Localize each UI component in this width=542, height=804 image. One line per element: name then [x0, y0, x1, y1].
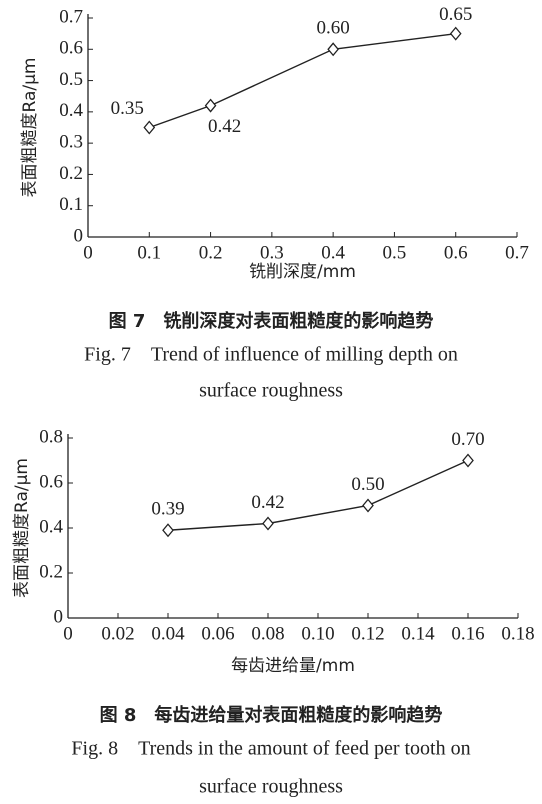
- x-tick-label: 0.3: [260, 242, 284, 263]
- caption-en: surface roughness: [199, 776, 343, 798]
- y-tick-label: 0.7: [59, 6, 83, 27]
- value-label: 0.42: [208, 116, 241, 137]
- x-tick-label: 0.04: [151, 623, 185, 644]
- y-tick-label: 0.2: [59, 163, 83, 184]
- caption-cn: 图 7 铣削深度对表面粗糙度的影响趋势: [109, 310, 434, 332]
- value-label: 0.65: [439, 4, 472, 25]
- value-label: 0.70: [451, 429, 484, 450]
- x-tick-label: 0.18: [501, 623, 534, 644]
- line: [167, 459, 469, 531]
- y-tick-label: 0: [74, 225, 84, 246]
- marker: [204, 98, 217, 113]
- x-tick-label: 0.14: [401, 623, 435, 644]
- x-tick-label: 0.12: [351, 623, 384, 644]
- y-tick-label: 0.1: [59, 194, 83, 215]
- y-axis-label: 表面粗糙度Ra/μm: [20, 58, 40, 198]
- value-label: 0.35: [111, 98, 144, 119]
- x-tick-label: 0: [83, 242, 93, 263]
- x-tick-label: 0.4: [321, 242, 345, 263]
- caption-en: surface roughness: [199, 380, 343, 402]
- marker: [162, 523, 174, 538]
- marker: [362, 498, 374, 513]
- x-tick-label: 0: [63, 623, 73, 644]
- x-tick-label: 0.02: [101, 623, 134, 644]
- marker: [327, 42, 339, 57]
- x-tick-label: 0.5: [383, 242, 407, 263]
- x-tick-label: 0.2: [199, 242, 223, 263]
- value-label: 0.60: [317, 18, 350, 39]
- y-tick-label: 0.8: [39, 426, 63, 447]
- caption-en: Fig. 7 Trend of influence of milling dep…: [84, 344, 458, 366]
- value-label: 0.50: [351, 474, 384, 495]
- caption-cn: 图 8 每齿进给量对表面粗糙度的影响趋势: [100, 704, 443, 726]
- marker: [143, 120, 156, 135]
- y-tick-label: 0.6: [59, 38, 83, 59]
- marker: [449, 26, 462, 41]
- y-axis-label: 表面粗糙度Ra/μm: [12, 458, 32, 598]
- y-tick-label: 0.2: [39, 561, 63, 582]
- x-axis-label: 每齿进给量/mm: [231, 656, 355, 676]
- x-tick-label: 0.6: [444, 242, 468, 263]
- marker: [262, 516, 274, 531]
- x-tick-label: 0.7: [505, 242, 529, 263]
- y-tick-label: 0.3: [59, 132, 83, 153]
- y-tick-label: 0: [54, 606, 64, 627]
- y-tick-label: 0.4: [39, 516, 63, 537]
- caption-en: Fig. 8 Trends in the amount of feed per …: [71, 738, 470, 760]
- y-tick-label: 0.5: [59, 69, 83, 90]
- x-tick-label: 0.10: [301, 623, 334, 644]
- x-axis-label: 铣削深度/mm: [249, 262, 356, 282]
- x-tick-label: 0.08: [251, 623, 284, 644]
- marker: [462, 453, 474, 468]
- value-label: 0.42: [251, 492, 284, 513]
- x-tick-label: 0.1: [137, 242, 161, 263]
- line: [149, 32, 456, 129]
- y-tick-label: 0.6: [39, 471, 63, 492]
- value-label: 0.39: [151, 499, 184, 520]
- x-tick-label: 0.16: [451, 623, 484, 644]
- y-tick-label: 0.4: [59, 100, 83, 121]
- x-tick-label: 0.06: [201, 623, 234, 644]
